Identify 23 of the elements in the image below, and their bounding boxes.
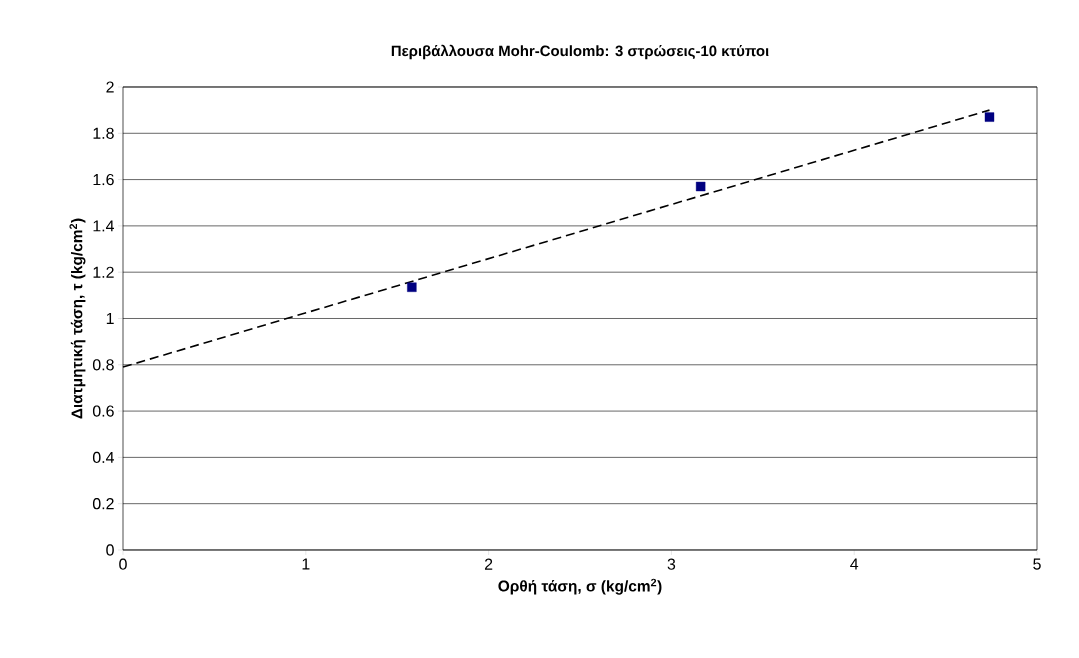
y-tick-label: 1.2 bbox=[93, 266, 114, 278]
y-tick-label: 1.8 bbox=[93, 127, 114, 139]
x-tick-label: 2 bbox=[484, 558, 493, 570]
x-axis-title: Ορθή τάση, σ (kg/cm$^{2}$) bbox=[498, 578, 662, 595]
y-tick-label: 0.8 bbox=[92, 359, 114, 371]
chart-title: Περιβάλλουσα Mohr-Coulomb: 3 στρώσεις-10 κτύποι bbox=[391, 44, 769, 60]
x-tick-label: 1 bbox=[302, 558, 310, 570]
y-tick-label: 0.6 bbox=[92, 405, 114, 417]
point bbox=[695, 181, 706, 192]
x-tick-label: 4 bbox=[850, 558, 859, 570]
point bbox=[984, 112, 995, 122]
y-tick-label: 1 bbox=[106, 313, 114, 324]
x-tick-label: 3 bbox=[667, 558, 676, 570]
y-tick-label: 1.6 bbox=[93, 173, 114, 186]
y-tick-label: 0.2 bbox=[92, 498, 114, 510]
y-tick-label: 0.4 bbox=[92, 451, 115, 464]
y-tick-label: 2 bbox=[106, 81, 114, 93]
x-tick-label: 0 bbox=[119, 558, 127, 570]
x-tick-label: 5 bbox=[1033, 558, 1041, 570]
point bbox=[407, 282, 417, 292]
y-axis-title: Διατμητική τάση, τ (kg/cm$^{2}$) bbox=[69, 218, 86, 419]
y-tick-label: 1.4 bbox=[93, 220, 115, 232]
y-tick-label: 0 bbox=[106, 544, 114, 556]
